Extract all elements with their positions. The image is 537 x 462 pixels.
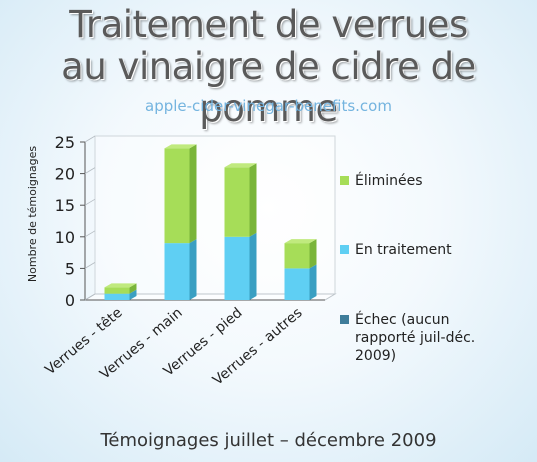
bar-segment-side bbox=[129, 283, 137, 294]
y-axis-label: Nombre de témoignages bbox=[26, 146, 39, 282]
y-tick-label: 10 bbox=[55, 228, 75, 247]
bar-segment-side bbox=[189, 144, 197, 244]
y-tick-label: 0 bbox=[65, 291, 75, 310]
y-tick-depth-line bbox=[84, 198, 96, 206]
bar-segment-side bbox=[249, 163, 257, 237]
chart-title-line-1: Traitement de verrues bbox=[69, 3, 468, 46]
legend-label-failure: Échec (aucun rapporté juil-déc. 2009) bbox=[355, 312, 476, 364]
bar-segment-side bbox=[309, 264, 317, 300]
bar-top-cap bbox=[164, 144, 197, 149]
chart-title-line-2: au vinaigre de cidre de pomme bbox=[61, 45, 476, 130]
bar-top-cap bbox=[224, 163, 257, 168]
y-tick-depth-line bbox=[84, 167, 96, 174]
legend-swatch-failure bbox=[340, 315, 349, 324]
bar-segment-side bbox=[189, 239, 197, 300]
footer-caption: Témoignages juillet – décembre 2009 bbox=[100, 430, 437, 451]
legend-swatch-treatment bbox=[340, 245, 349, 254]
bar-top-cap bbox=[284, 239, 317, 244]
bar-top-cap bbox=[104, 283, 137, 288]
bar-segment-side bbox=[249, 232, 257, 300]
source-url: apple-cider-vinegar-benefits.com bbox=[145, 97, 392, 115]
legend-label-treatment: En traitement bbox=[355, 242, 452, 258]
bar-segment bbox=[164, 243, 190, 300]
y-tick-label: 20 bbox=[55, 165, 75, 184]
y-tick-label: 15 bbox=[55, 196, 75, 215]
y-tick-label: 25 bbox=[55, 133, 75, 152]
bar-segment bbox=[104, 293, 130, 300]
bar-segment bbox=[284, 268, 310, 300]
y-tick-depth-line bbox=[84, 293, 96, 301]
bar-segment bbox=[284, 243, 310, 269]
bar-segment bbox=[104, 287, 130, 294]
legend-swatch-eliminated bbox=[340, 176, 349, 185]
bar-segment bbox=[164, 148, 190, 244]
y-tick-depth-line bbox=[84, 262, 96, 269]
bar-segment bbox=[224, 167, 250, 237]
legend-label-eliminated: Éliminées bbox=[355, 173, 423, 189]
y-tick-label: 5 bbox=[65, 259, 75, 278]
y-tick-depth-line bbox=[84, 230, 96, 238]
bar-segment bbox=[224, 236, 250, 300]
bar-segment-side bbox=[309, 239, 317, 269]
bar-segment-side bbox=[129, 289, 137, 300]
y-tick-depth-line bbox=[84, 135, 96, 143]
